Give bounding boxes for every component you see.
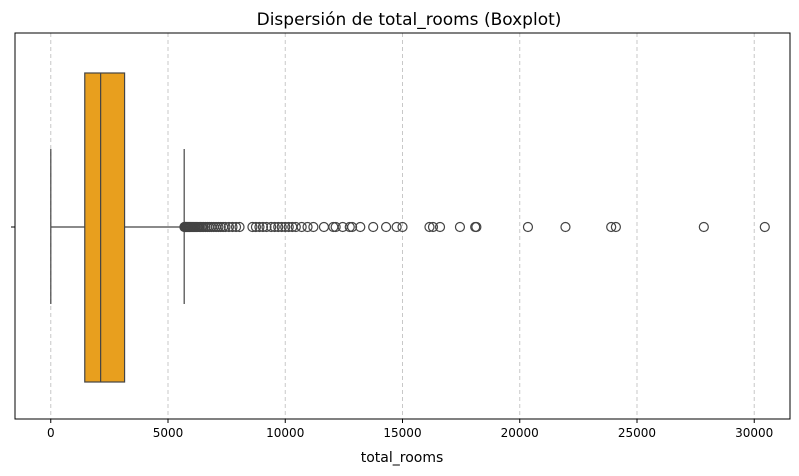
- x-tick-label: 5000: [153, 426, 184, 440]
- outlier-point: [380, 221, 392, 233]
- outlier-point: [302, 221, 313, 233]
- x-tick-label: 20000: [501, 426, 539, 440]
- outlier-point: [698, 221, 709, 233]
- outlier-point: [220, 221, 231, 233]
- outlier-point: [427, 221, 439, 233]
- outlier-point: [391, 221, 402, 233]
- outlier-point: [397, 221, 408, 233]
- outlier-point: [308, 221, 319, 233]
- x-tick-label: 15000: [383, 426, 421, 440]
- outlier-points: [179, 221, 770, 233]
- x-tick-label: 30000: [735, 426, 773, 440]
- outlier-point: [471, 221, 482, 233]
- outlier-point: [276, 221, 287, 233]
- outlier-point: [250, 221, 262, 233]
- outlier-point: [223, 221, 235, 233]
- x-tick-label: 10000: [266, 426, 304, 440]
- outlier-point: [227, 221, 238, 233]
- outlier-point: [234, 221, 245, 233]
- outlier-point: [330, 221, 341, 233]
- iqr-box: [84, 72, 126, 383]
- x-tick-label: 0: [47, 426, 55, 440]
- outlier-point: [254, 221, 265, 233]
- outlier-point: [560, 221, 571, 233]
- outlier-point: [269, 221, 280, 233]
- outlier-point: [368, 221, 379, 233]
- outlier-point: [230, 221, 242, 233]
- outlier-point: [522, 221, 534, 233]
- outlier-point: [606, 221, 617, 233]
- outlier-point: [290, 221, 301, 233]
- outlier-point: [261, 221, 272, 233]
- outlier-point: [280, 221, 291, 233]
- outlier-point: [610, 221, 621, 233]
- chart-title: Dispersión de total_rooms (Boxplot): [257, 10, 562, 30]
- outlier-point: [346, 221, 358, 233]
- outlier-point: [273, 221, 284, 233]
- x-axis-ticks: 0 5000 10000 15000 20000 25000 30000: [47, 419, 773, 440]
- outlier-point: [454, 221, 466, 233]
- outlier-point: [759, 221, 770, 233]
- grid-lines: [50, 33, 755, 419]
- outlier-point: [355, 221, 366, 233]
- outlier-point: [318, 221, 330, 233]
- outlier-point: [296, 221, 307, 233]
- outlier-point: [266, 221, 277, 233]
- outlier-point: [283, 221, 294, 233]
- outlier-point: [247, 221, 258, 233]
- x-axis-label: total_rooms: [361, 450, 444, 466]
- x-tick-label: 25000: [618, 426, 656, 440]
- outlier-point: [257, 221, 269, 233]
- outlier-point: [434, 221, 446, 233]
- outlier-point: [424, 221, 435, 233]
